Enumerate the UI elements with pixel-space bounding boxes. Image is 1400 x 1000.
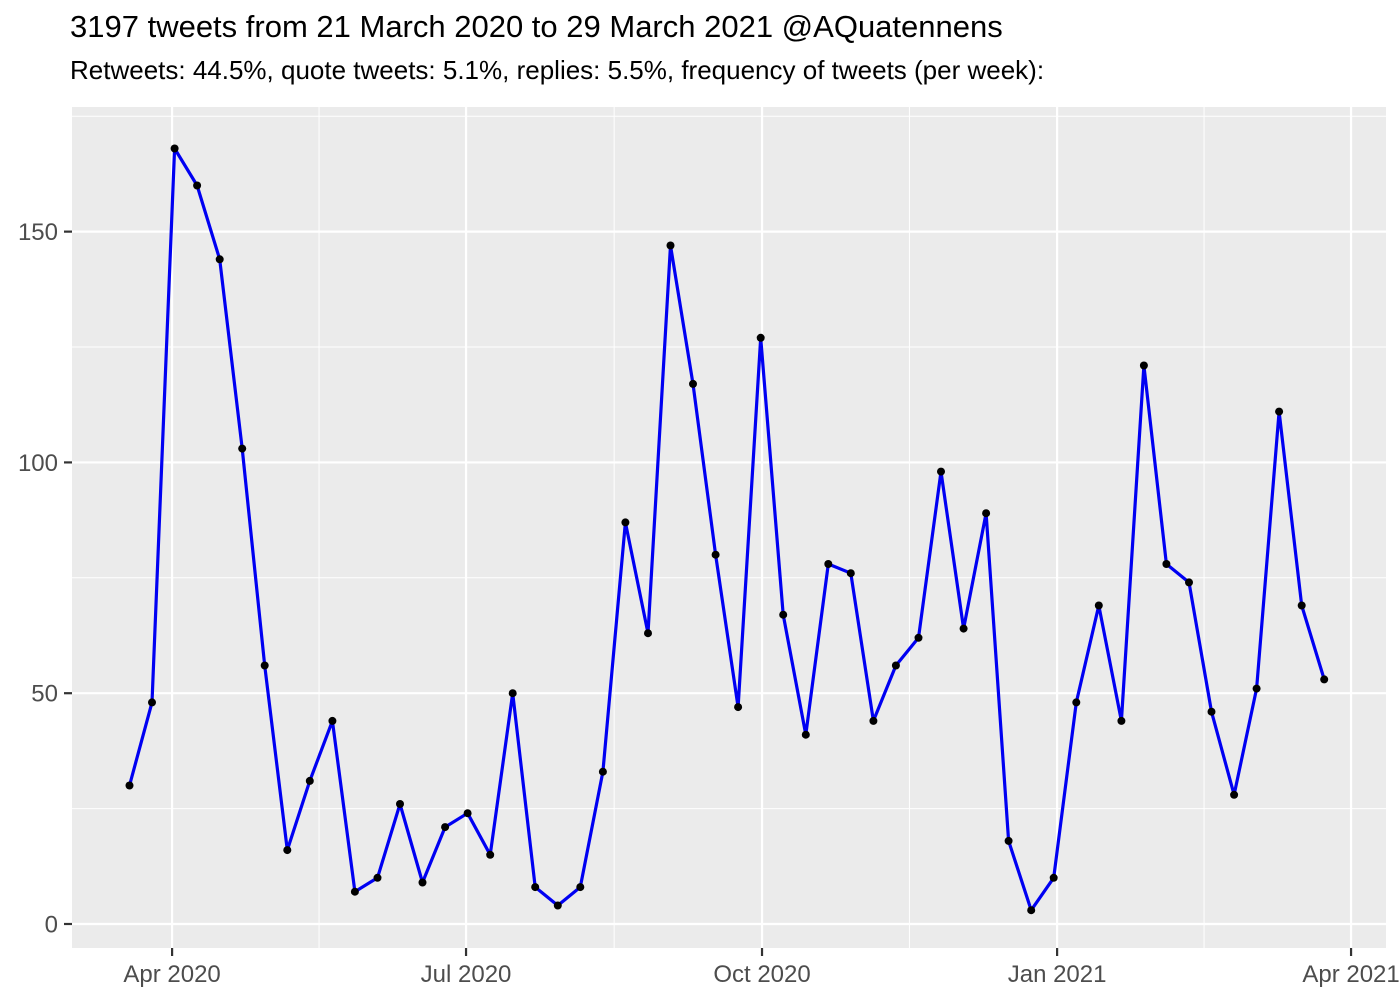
- data-point: [1297, 601, 1306, 610]
- y-axis-tick-label: 0: [45, 911, 58, 938]
- y-axis-tick-label: 150: [18, 219, 58, 246]
- data-point: [1049, 873, 1058, 882]
- data-point: [1230, 790, 1239, 799]
- x-axis-labels: Apr 2020 Jul 2020 Oct 2020 Jan 2021 Apr 2021: [123, 961, 1399, 988]
- y-axis-tick-label: 50: [31, 681, 58, 708]
- data-point: [193, 181, 202, 190]
- x-axis-tick-label: Oct 2020: [713, 961, 810, 988]
- data-point: [125, 781, 134, 790]
- data-point: [350, 887, 359, 896]
- x-axis-tick-label: Jan 2021: [1008, 961, 1107, 988]
- data-point: [891, 661, 900, 670]
- data-point: [553, 901, 562, 910]
- data-point: [373, 873, 382, 882]
- data-point: [463, 809, 472, 818]
- data-point: [824, 560, 833, 568]
- data-point: [869, 716, 878, 725]
- data-point: [418, 878, 427, 887]
- data-point: [666, 241, 675, 250]
- data-points: [125, 144, 1329, 915]
- data-point: [982, 509, 991, 518]
- data-point: [441, 823, 450, 832]
- data-point: [1117, 716, 1126, 725]
- y-axis-labels: 0 50 100 150: [18, 219, 58, 938]
- data-point: [1275, 407, 1284, 416]
- x-axis-tick-label: Apr 2021: [1302, 961, 1399, 988]
- data-point: [1094, 601, 1103, 610]
- data-point: [508, 689, 517, 698]
- data-point: [801, 730, 810, 739]
- data-point: [148, 698, 156, 707]
- tweets-per-week-line: [127, 146, 1326, 912]
- data-point: [644, 629, 652, 638]
- data-point: [1027, 906, 1036, 915]
- x-axis-tick-label: Apr 2020: [123, 961, 220, 988]
- chart-subtitle: Retweets: 44.5%, quote tweets: 5.1%, rep…: [70, 55, 1045, 85]
- data-point: [937, 467, 945, 476]
- data-point: [238, 444, 247, 453]
- data-point: [1162, 560, 1171, 568]
- data-point: [1252, 684, 1261, 693]
- data-point: [328, 716, 337, 725]
- data-point: [170, 144, 179, 153]
- panel-background: [72, 107, 1386, 948]
- data-point: [689, 379, 697, 388]
- minor-gridlines: [72, 107, 1386, 948]
- chart-title: 3197 tweets from 21 March 2020 to 29 Mar…: [70, 9, 1003, 44]
- data-point: [1320, 675, 1329, 684]
- data-point: [711, 550, 720, 559]
- data-point: [215, 255, 224, 264]
- data-point: [260, 661, 269, 670]
- data-point: [846, 569, 855, 578]
- data-point: [396, 800, 404, 808]
- data-point: [756, 333, 765, 342]
- data-point: [1139, 361, 1148, 370]
- data-point: [1072, 698, 1081, 707]
- x-axis-tick-label: Jul 2020: [421, 961, 512, 988]
- data-point: [1185, 578, 1193, 587]
- data-point: [1004, 836, 1013, 845]
- data-point: [734, 703, 743, 712]
- y-axis-tick-label: 100: [18, 450, 58, 477]
- data-point: [598, 767, 607, 776]
- data-point: [959, 624, 968, 633]
- data-point: [486, 850, 495, 859]
- data-point: [531, 883, 540, 892]
- data-point: [283, 846, 292, 855]
- data-point: [779, 610, 788, 619]
- data-point: [305, 776, 314, 785]
- data-point: [1207, 707, 1216, 716]
- data-point: [621, 518, 630, 527]
- axis-tick-marks: [64, 230, 1353, 956]
- data-point: [576, 883, 585, 892]
- data-point: [914, 633, 923, 642]
